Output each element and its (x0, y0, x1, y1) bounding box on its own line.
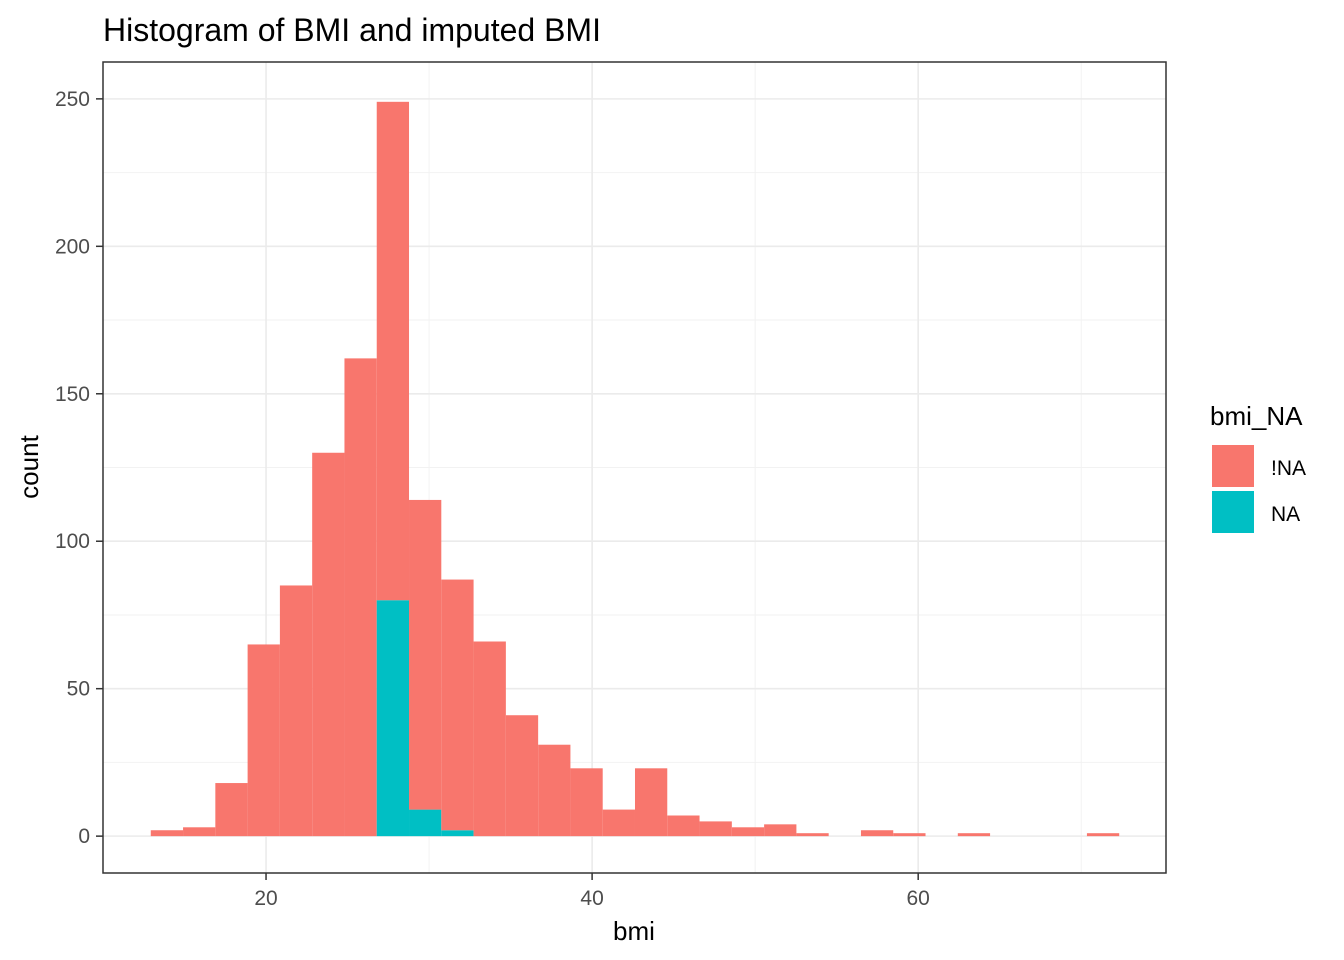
bar-not-na (279, 585, 313, 837)
x-tick-label: 40 (580, 887, 603, 910)
x-axis-ticks: 20 40 60 (254, 873, 930, 910)
bar-not-na (634, 768, 668, 837)
bar-not-na (376, 101, 410, 601)
legend-key-na (1212, 491, 1254, 533)
bar-not-na (893, 833, 926, 837)
chart-title: Histogram of BMI and imputed BMI (103, 12, 601, 48)
bar-not-na (570, 768, 603, 837)
bar-not-na (764, 824, 797, 837)
bar-not-na (699, 821, 732, 837)
legend: bmi_NA !NA NA (1210, 401, 1306, 533)
bar-not-na (667, 815, 700, 837)
bar-not-na (731, 827, 765, 837)
y-axis-title: count (14, 434, 44, 498)
y-axis-ticks: 0 50 100 150 200 250 (55, 88, 103, 848)
bar-not-na (473, 641, 506, 837)
legend-label-not-na: !NA (1271, 457, 1306, 480)
y-tick-label: 150 (55, 383, 90, 406)
bar-not-na (312, 452, 345, 837)
bar-na (409, 809, 442, 837)
bar-not-na (409, 499, 442, 810)
bar-not-na (602, 809, 635, 837)
bar-not-na (860, 830, 894, 837)
y-tick-label: 100 (55, 530, 90, 553)
bar-not-na (957, 833, 991, 837)
bar-not-na (796, 833, 829, 837)
bar-not-na (505, 715, 539, 837)
legend-label-na: NA (1271, 503, 1300, 526)
x-tick-label: 60 (907, 887, 930, 910)
bar-not-na (1086, 833, 1120, 837)
y-tick-label: 50 (67, 678, 90, 701)
bar-not-na (183, 827, 216, 837)
bar-na (441, 830, 474, 837)
legend-title: bmi_NA (1210, 401, 1303, 431)
y-tick-label: 200 (55, 235, 90, 258)
legend-key-not-na (1212, 445, 1254, 487)
x-axis-title: bmi (613, 916, 655, 946)
bar-not-na (247, 644, 280, 837)
y-tick-label: 250 (55, 88, 90, 111)
minor-gridlines (102, 62, 1166, 873)
x-tick-label: 20 (254, 887, 277, 910)
bar-not-na (150, 830, 184, 837)
histogram-bars (150, 101, 1120, 837)
bar-not-na (441, 579, 474, 831)
bar-not-na (215, 783, 248, 837)
y-tick-label: 0 (78, 825, 90, 848)
bar-not-na (344, 358, 377, 837)
bar-na (376, 600, 410, 837)
bar-not-na (538, 744, 571, 837)
panel-border (102, 61, 1167, 874)
